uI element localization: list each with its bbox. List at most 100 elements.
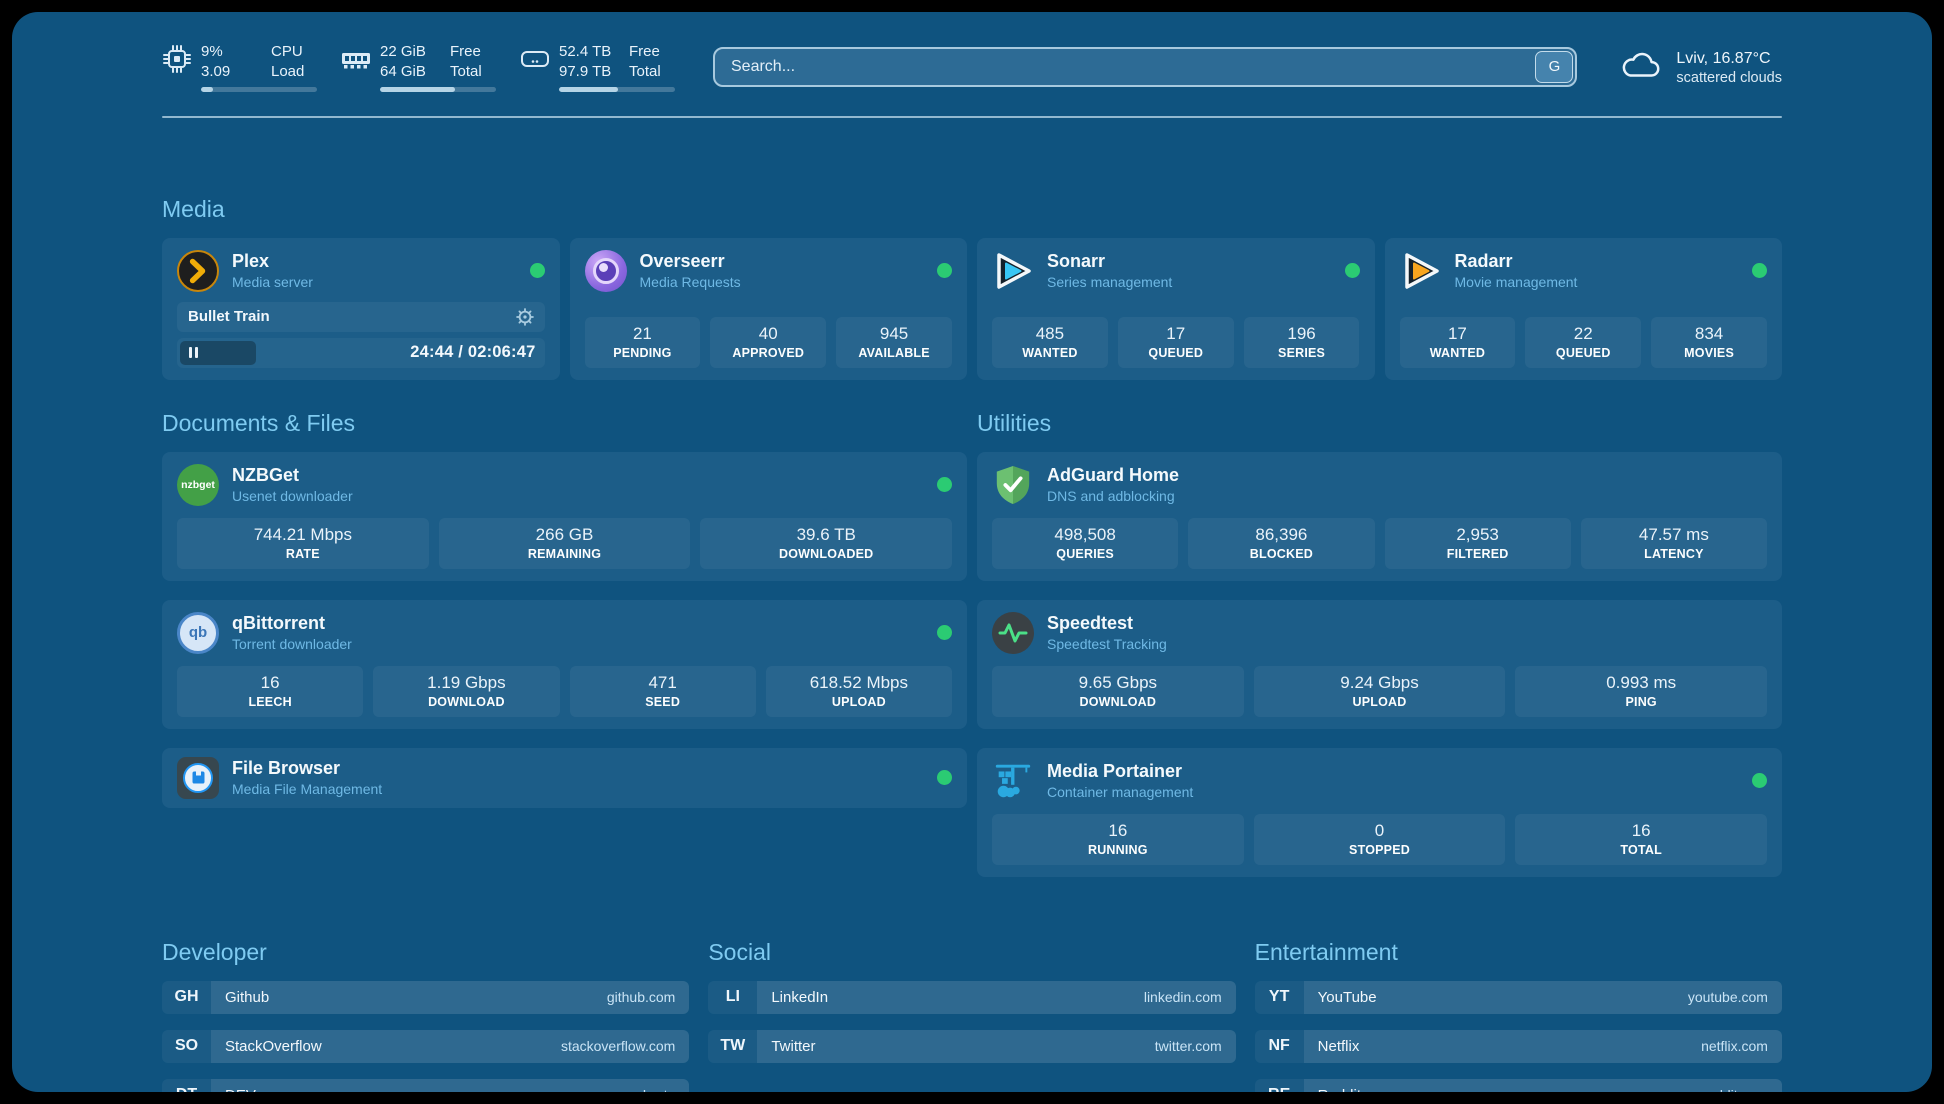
stat-label: REMAINING: [527, 546, 602, 561]
bookmark-name: Reddit: [1318, 1087, 1361, 1092]
stat-tile: 21 PENDING: [584, 316, 701, 368]
stat-label: APPROVED: [732, 345, 805, 360]
header-divider: [162, 115, 1782, 118]
filebrowser-icon: [177, 756, 219, 799]
stat-label: DOWNLOADED: [779, 546, 874, 561]
bookmark-name: Twitter: [771, 1037, 816, 1055]
bookmark-dev[interactable]: DT DEV dev.to: [162, 1078, 690, 1092]
cloud-icon: [1619, 48, 1663, 85]
pause-icon: [189, 347, 198, 359]
bookmark-group-social: Social LI LinkedIn linkedin.com TW Twitt…: [708, 938, 1236, 1092]
bookmark-abbr: NF: [1254, 1029, 1304, 1063]
stat-value: 744.21 Mbps: [253, 524, 352, 544]
service-subtitle: Torrent downloader: [232, 636, 352, 653]
bookmark-youtube[interactable]: YT YouTube youtube.com: [1254, 980, 1782, 1014]
bookmark-reddit[interactable]: RE Reddit reddit.com: [1254, 1078, 1782, 1092]
service-card-filebrowser[interactable]: File Browser Media File Management: [162, 747, 967, 808]
stat-tile: 266 GB REMAINING: [438, 517, 691, 569]
stat-value: 498,508: [1054, 524, 1116, 544]
service-card-portainer[interactable]: Media Portainer Container management 16 …: [977, 747, 1782, 877]
service-card-qbittorrent[interactable]: qb qBittorrent Torrent downloader 16 LEE…: [162, 599, 967, 729]
service-subtitle: DNS and adblocking: [1047, 488, 1175, 505]
cpu-progress-fill: [201, 86, 213, 92]
status-dot: [529, 263, 545, 279]
disk-free-label: Free: [629, 43, 660, 60]
overseerr-icon: [584, 249, 627, 292]
cpu-widget: 9% 3.09 CPU Load: [162, 42, 317, 92]
stat-tile: 0.993 ms PING: [1515, 665, 1768, 717]
bookmark-domain: reddit.com: [1703, 1087, 1768, 1092]
disk-progress-fill: [559, 86, 619, 92]
disk-progress-track: [559, 86, 675, 92]
bookmark-group-entertainment: Entertainment YT YouTube youtube.com NF …: [1254, 939, 1782, 1092]
service-subtitle: Media server: [232, 274, 313, 291]
stat-value: 40: [758, 323, 778, 343]
service-card-radarr[interactable]: Radarr Movie management 17 WANTED 22 QUE…: [1384, 237, 1782, 380]
service-card-adguard[interactable]: AdGuard Home DNS and adblocking 498,508 …: [977, 451, 1782, 581]
stat-label: RATE: [285, 546, 320, 561]
playback-time: 24:44 / 02:06:47: [410, 343, 536, 362]
service-name: Media Portainer: [1047, 760, 1183, 781]
service-subtitle: Media File Management: [232, 781, 383, 798]
stat-label: UPLOAD: [1352, 694, 1407, 709]
stat-label: WANTED: [1022, 345, 1078, 360]
memory-widget: 22 GiB 64 GiB Free Total: [341, 42, 496, 92]
stat-value: 945: [879, 323, 909, 343]
service-subtitle: Usenet downloader: [232, 488, 353, 505]
memory-free: 22 GiB: [380, 43, 426, 60]
bookmark-stackoverflow[interactable]: SO StackOverflow stackoverflow.com: [162, 1029, 690, 1063]
dashboard-window: 9% 3.09 CPU Load: [12, 12, 1932, 1092]
bookmark-twitter[interactable]: TW Twitter twitter.com: [708, 1029, 1236, 1063]
disk-free: 52.4 TB: [559, 43, 612, 60]
section-title-social: Social: [708, 938, 771, 965]
service-card-nzbget[interactable]: nzbget NZBGet Usenet downloader 744.21 M…: [162, 451, 967, 581]
service-name: NZBGet: [232, 464, 299, 485]
bookmark-domain: stackoverflow.com: [560, 1038, 676, 1055]
stat-tile: 17 WANTED: [1399, 316, 1516, 368]
stat-label: SERIES: [1278, 345, 1326, 360]
stat-label: PENDING: [613, 345, 672, 360]
speedtest-icon: [992, 611, 1034, 654]
stat-label: LEECH: [248, 694, 292, 709]
disk-icon: [520, 42, 550, 92]
search-engine-button[interactable]: G: [1535, 50, 1574, 83]
service-card-speedtest[interactable]: Speedtest Speedtest Tracking 9.65 Gbps D…: [977, 599, 1782, 729]
stat-tile: 834 MOVIES: [1651, 316, 1767, 368]
service-name: Radarr: [1454, 250, 1513, 271]
stat-value: 16: [260, 672, 280, 692]
stat-label: STOPPED: [1349, 842, 1410, 857]
search-input[interactable]: [713, 46, 1578, 87]
bookmark-abbr: DT: [162, 1078, 211, 1092]
stat-label: RUNNING: [1087, 842, 1148, 857]
cpu-load-value: 3.09: [201, 62, 231, 80]
stat-value: 22: [1573, 323, 1593, 343]
bookmark-abbr: GH: [162, 980, 211, 1014]
bookmark-github[interactable]: GH Github github.com: [162, 980, 690, 1014]
section-title-utilities: Utilities: [977, 409, 1052, 436]
stat-label: FILTERED: [1446, 546, 1509, 561]
pause-button[interactable]: [180, 340, 256, 365]
service-card-overseerr[interactable]: Overseerr Media Requests 21 PENDING 40 A…: [569, 237, 967, 380]
bookmark-name: LinkedIn: [771, 988, 829, 1006]
bookmark-netflix[interactable]: NF Netflix netflix.com: [1254, 1029, 1782, 1063]
stat-tile: 16 TOTAL: [1515, 813, 1768, 865]
bookmark-linkedin[interactable]: LI LinkedIn linkedin.com: [708, 980, 1236, 1014]
service-card-sonarr[interactable]: Sonarr Series management 485 WANTED 17 Q…: [977, 237, 1375, 380]
stat-label: TOTAL: [1620, 842, 1662, 857]
stat-value: 834: [1694, 323, 1724, 343]
service-subtitle: Media Requests: [639, 274, 741, 291]
bookmark-domain: twitter.com: [1154, 1038, 1222, 1055]
section-title-documents: Documents & Files: [162, 409, 356, 436]
settings-icon[interactable]: [515, 307, 534, 326]
service-subtitle: Series management: [1047, 274, 1173, 291]
stat-value: 86,396: [1255, 524, 1308, 544]
service-card-plex[interactable]: Plex Media server Bullet Train: [162, 237, 560, 380]
stat-label: MOVIES: [1684, 345, 1734, 360]
stat-label: WANTED: [1429, 345, 1486, 360]
service-name: AdGuard Home: [1047, 464, 1180, 485]
portainer-icon: [992, 760, 1034, 802]
bookmark-domain: github.com: [606, 989, 676, 1006]
stat-value: 21: [632, 323, 652, 343]
stat-value: 16: [1631, 820, 1651, 840]
stat-label: QUEUED: [1555, 345, 1611, 360]
